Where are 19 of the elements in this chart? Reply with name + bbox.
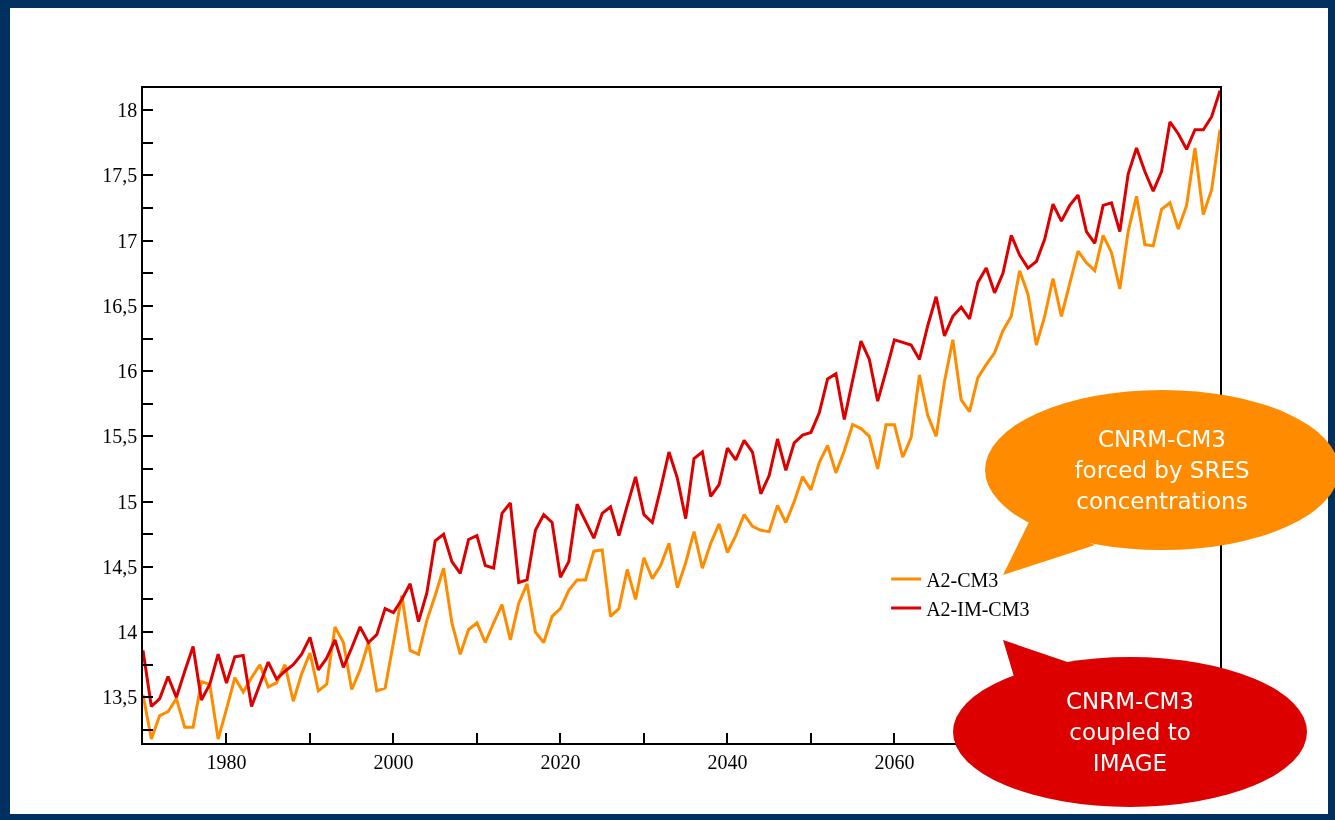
y-tick-label: 14,5 bbox=[102, 555, 138, 578]
y-tick-label: 16,5 bbox=[102, 294, 138, 317]
annotation: CNRM-CM3 forced by SRES concentrations bbox=[1073, 424, 1251, 516]
legend-label: A2-IM-CM3 bbox=[926, 597, 1030, 620]
x-tick-label: 2040 bbox=[707, 750, 748, 773]
y-tick-label: 15,5 bbox=[102, 425, 138, 448]
legend-label: A2-CM3 bbox=[926, 568, 999, 591]
x-tick-label: 2060 bbox=[874, 750, 915, 773]
x-tick-label: 1980 bbox=[206, 750, 247, 773]
annotation: CNRM-CM3 coupled to IMAGE bbox=[1065, 686, 1195, 778]
y-tick-label: 18 bbox=[117, 99, 138, 122]
y-tick-label: 17,5 bbox=[102, 164, 138, 187]
x-tick-label: 2000 bbox=[373, 750, 414, 773]
x-tick-label: 2020 bbox=[540, 750, 581, 773]
y-tick-label: 13,5 bbox=[102, 686, 138, 709]
y-tick-label: 15 bbox=[117, 490, 138, 513]
y-tick-label: 17 bbox=[117, 229, 138, 252]
y-tick-label: 16 bbox=[117, 360, 138, 383]
y-tick-label: 14 bbox=[117, 621, 138, 644]
